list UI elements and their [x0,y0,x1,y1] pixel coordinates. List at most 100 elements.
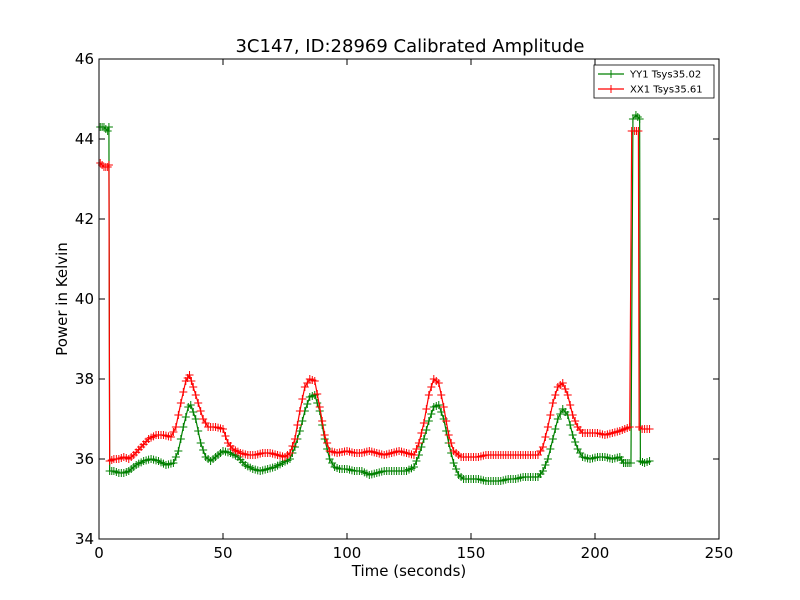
y-tick-label: 42 [75,210,94,228]
y-axis-label: Power in Kelvin [53,242,71,356]
data-point-marker [427,383,436,391]
data-point-marker [447,439,456,447]
data-point-marker [633,113,642,121]
data-point-marker [185,371,194,379]
data-point-marker [566,401,575,409]
data-point-marker [541,433,550,441]
y-tick-label: 34 [75,530,94,548]
data-point-marker [568,411,577,419]
data-point-marker [548,435,557,443]
data-point-marker [548,399,557,407]
data-point-marker [538,443,547,451]
data-point-marker [315,403,324,411]
data-point-marker [625,423,634,431]
data-point-marker [104,123,113,131]
data-point-marker [196,439,205,447]
data-point-marker [194,399,203,407]
data-point-marker [566,421,575,429]
data-point-marker [636,457,645,465]
data-point-marker [295,407,304,415]
data-point-marker [179,388,188,396]
data-point-marker [196,407,205,415]
data-point-marker [561,385,570,393]
data-point-marker [439,403,448,411]
data-point-marker [538,467,547,475]
data-point-marker [179,423,188,431]
legend-entries: YY1 Tsys35.02 XX1 Tsys35.61 [598,70,703,96]
data-point-marker [409,463,418,471]
data-point-marker [169,459,178,467]
legend-marker [607,70,615,78]
data-point-marker [626,459,635,467]
chart-title: 3C147, ID:28969 Calibrated Amplitude [235,36,584,57]
data-point-marker [419,435,428,443]
data-point-marker [298,395,307,403]
x-tick-label: 250 [705,544,734,562]
data-point-marker [171,453,180,461]
data-point-marker [194,427,203,435]
data-point-marker [191,415,200,423]
x-tick-label: 0 [94,544,104,562]
x-tick-label: 100 [333,544,362,562]
data-point-marker [191,391,200,399]
data-point-marker [546,445,555,453]
data-point-marker [176,435,185,443]
data-point-marker [181,413,190,421]
data-point-marker [171,423,180,431]
data-point-marker [318,417,327,425]
data-point-marker [551,391,560,399]
data-point-marker [105,457,114,465]
data-point-marker [298,417,307,425]
data-point-marker [96,159,105,167]
data-point-marker [320,431,329,439]
y-tick-label: 40 [75,290,94,308]
y-tick-label: 38 [75,370,94,388]
y-tick-label: 36 [75,450,94,468]
data-point-marker [422,426,431,434]
data-point-marker [323,439,332,447]
data-point-marker [437,391,446,399]
legend-label: YY1 Tsys35.02 [629,70,701,81]
data-point-marker [310,377,319,385]
data-point-marker [166,433,175,441]
data-point-marker [303,400,312,408]
legend-marker [607,85,615,93]
y-tick-label: 46 [75,50,94,68]
data-point-marker [645,425,654,433]
data-point-marker [568,431,577,439]
series-xx1 [96,127,654,465]
data-point-marker [199,446,208,454]
data-point-marker [434,401,443,409]
data-point-marker [417,429,426,437]
data-point-marker [414,439,423,447]
data-point-marker [631,111,640,119]
data-point-marker [452,465,461,473]
data-point-marker [543,455,552,463]
data-point-marker [634,127,643,135]
x-tick-label: 200 [581,544,610,562]
data-point-marker [571,417,580,425]
data-point-marker [635,115,644,123]
x-tick-label: 150 [457,544,486,562]
data-point-marker [449,459,458,467]
data-point-marker [288,442,297,450]
data-point-marker [103,127,112,135]
data-point-marker [434,379,443,387]
legend-box [593,64,715,99]
data-point-marker [558,379,567,387]
data-point-marker [219,425,227,433]
legend: YY1 Tsys35.02 XX1 Tsys35.61 [593,64,715,99]
x-axis-label: Time (seconds) [351,562,467,580]
legend-label: XX1 Tsys35.61 [630,85,703,96]
data-point-marker [186,401,195,409]
data-point-marker [424,391,433,399]
data-point-marker [543,423,552,431]
data-point-marker [189,408,198,416]
series-yy1 [96,111,654,485]
data-point-marker [546,411,555,419]
data-point-marker [412,457,421,465]
data-point-marker [174,411,183,419]
data-point-marker [553,415,562,423]
data-point-marker [313,390,322,398]
